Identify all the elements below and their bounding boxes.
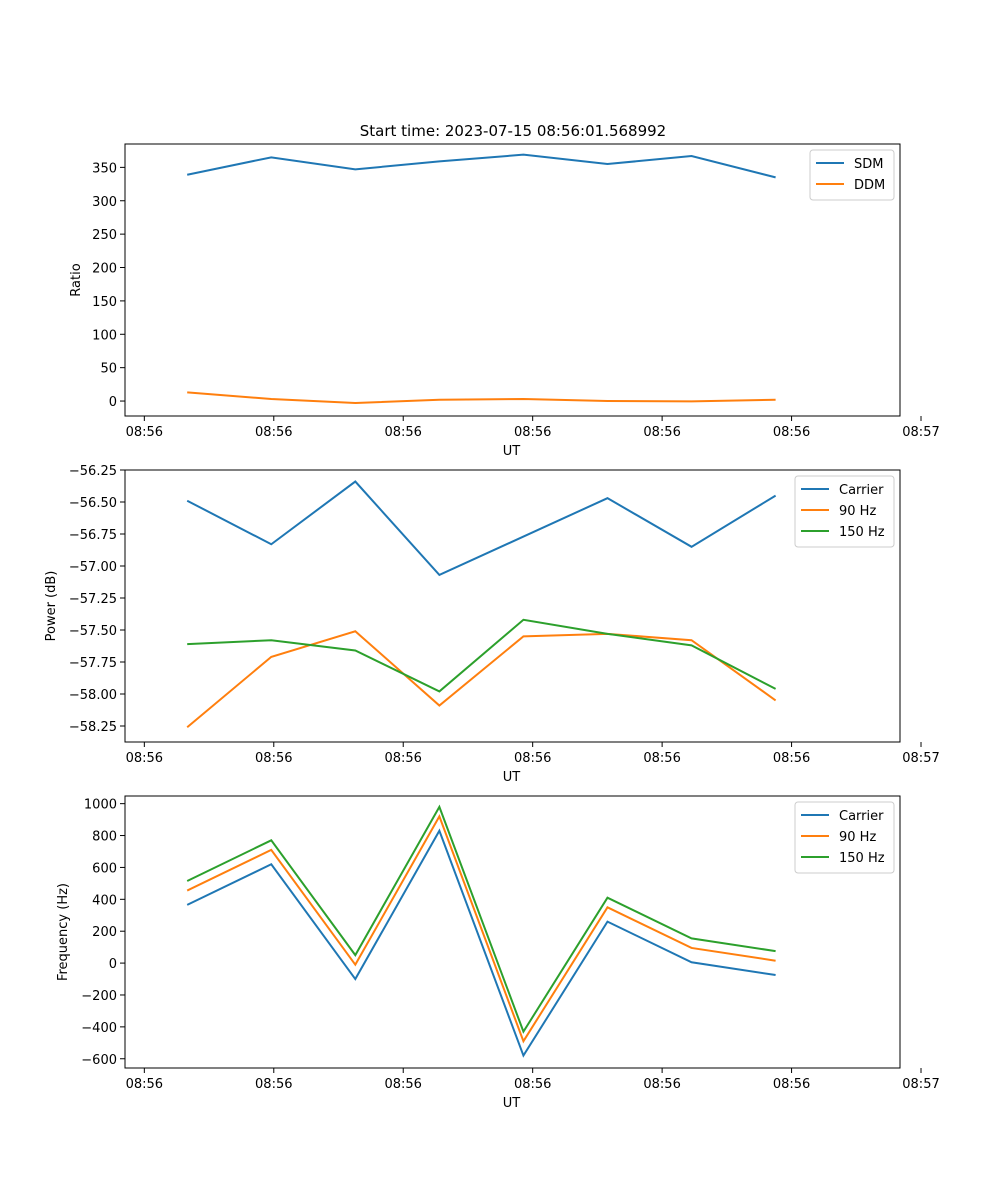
x-tick-label: 08:56: [255, 1077, 292, 1092]
series-line-carrier: [186, 828, 776, 1058]
y-tick-label: −57.25: [69, 592, 117, 607]
y-tick-label: 800: [92, 830, 117, 845]
series-line-150-hz: [187, 618, 777, 693]
x-tick-label: 08:56: [773, 425, 810, 440]
legend-box: [794, 475, 895, 548]
x-tick-label: 08:57: [902, 1077, 939, 1092]
x-tick-label: 08:56: [514, 425, 551, 440]
y-tick-label: −58.00: [69, 688, 117, 703]
x-tick-label: 08:56: [255, 751, 292, 766]
y-tick-label: −200: [81, 989, 117, 1004]
x-tick-label: 08:56: [255, 425, 292, 440]
axes-frame: [124, 795, 901, 1069]
chart-panel-3: 08:56 08:56 08:56 08:56 08:56 08:56 08:57 −600 −…: [56, 795, 940, 1111]
y-axis-label: Frequency (Hz): [56, 883, 71, 981]
y-tick-label: −57.00: [69, 560, 117, 575]
x-axis-label: UT: [503, 444, 521, 459]
legend-label-carrier: Carrier: [839, 809, 884, 824]
x-tick-label: 08:56: [773, 1077, 810, 1092]
legend-box: [794, 801, 895, 874]
y-axis-label: Power (dB): [44, 571, 59, 642]
x-axis-label: UT: [503, 770, 521, 785]
series-line-carrier: [186, 480, 777, 577]
y-tick-label: 200: [92, 925, 117, 940]
x-tick-label: 08:56: [384, 751, 421, 766]
y-tick-label: 0: [109, 957, 117, 972]
chart-panel-2: 08:56 08:56 08:56 08:56 08:56 08:56 08:57 −58.2…: [44, 464, 940, 785]
x-axis-label: UT: [503, 1096, 521, 1111]
x-tick-label: 08:56: [514, 1077, 551, 1092]
x-tick-label: 08:56: [384, 425, 421, 440]
x-tick-label: 08:57: [902, 751, 939, 766]
legend: Carrier 90 Hz 150 Hz: [794, 475, 895, 548]
legend-label-90-hz: 90 Hz: [839, 830, 876, 845]
y-tick-label: 50: [100, 362, 117, 377]
x-tick-label: 08:56: [126, 1077, 163, 1092]
panels: 08:56 08:56 08:56 08:56 08:56 08:56 08:57 0 50 10…: [44, 143, 940, 1111]
series-line-150-hz: [186, 804, 776, 1034]
y-tick-label: 0: [109, 395, 117, 410]
legend-label-sdm: SDM: [854, 157, 883, 172]
y-tick-label: −57.75: [69, 656, 117, 671]
legend-label-150-hz: 150 Hz: [839, 851, 885, 866]
legend: Carrier 90 Hz 150 Hz: [794, 801, 895, 874]
x-tick-label: 08:56: [643, 751, 680, 766]
y-tick-label: 250: [92, 228, 117, 243]
y-axis-label: Ratio: [69, 263, 84, 296]
x-tick-label: 08:56: [773, 751, 810, 766]
y-tick-label: −56.75: [69, 528, 117, 543]
y-tick-label: 100: [92, 328, 117, 343]
y-tick-label: 400: [92, 893, 117, 908]
series-line-90-hz: [186, 630, 777, 729]
figure-title: Start time: 2023-07-15 08:56:01.568992: [360, 122, 666, 140]
x-tick-label: 08:56: [643, 425, 680, 440]
y-tick-label: −400: [81, 1021, 117, 1036]
x-tick-label: 08:57: [902, 425, 939, 440]
y-tick-label: −57.50: [69, 624, 117, 639]
y-tick-label: 150: [92, 295, 117, 310]
chart-panel-1: 08:56 08:56 08:56 08:56 08:56 08:56 08:57 0 50 10…: [69, 143, 940, 459]
y-tick-label: −58.25: [69, 720, 117, 735]
x-tick-label: 08:56: [384, 1077, 421, 1092]
y-tick-label: 600: [92, 861, 117, 876]
y-tick-label: −56.50: [69, 496, 117, 511]
y-tick-label: 350: [92, 161, 117, 176]
legend-label-ddm: DDM: [854, 178, 885, 193]
x-tick-label: 08:56: [643, 1077, 680, 1092]
legend-label-90-hz: 90 Hz: [839, 504, 876, 519]
y-tick-label: −600: [81, 1053, 117, 1068]
series-line-90-hz: [186, 814, 776, 1044]
axes-frame: [124, 469, 901, 743]
y-tick-label: 200: [92, 262, 117, 277]
series-line-ddm: [187, 391, 776, 405]
legend-label-carrier: Carrier: [839, 483, 884, 498]
x-tick-label: 08:56: [126, 425, 163, 440]
y-tick-label: −56.25: [69, 464, 117, 479]
series-line-sdm: [186, 153, 776, 179]
y-tick-label: 1000: [84, 798, 117, 813]
x-tick-label: 08:56: [514, 751, 551, 766]
axes-frame: [124, 143, 901, 417]
y-tick-label: 300: [92, 195, 117, 210]
x-tick-label: 08:56: [126, 751, 163, 766]
legend: SDM DDM: [809, 149, 895, 201]
legend-label-150-hz: 150 Hz: [839, 525, 885, 540]
